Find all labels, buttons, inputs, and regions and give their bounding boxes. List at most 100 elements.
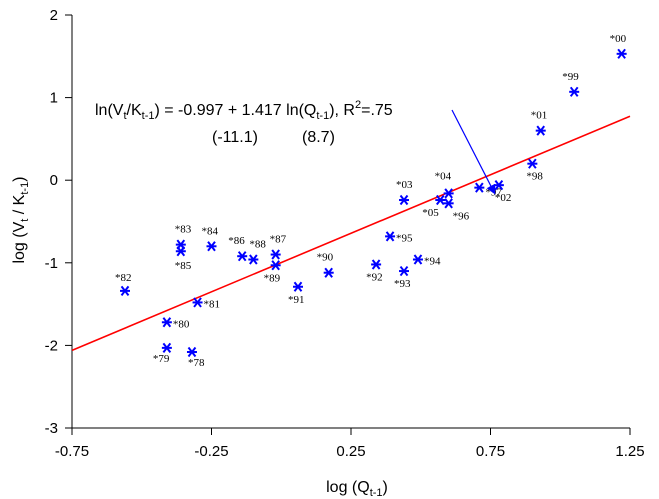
- data-point: *83: [175, 224, 192, 250]
- x-tick-label: 1.25: [615, 443, 644, 460]
- data-point: *96: [443, 198, 470, 222]
- marker-stroke: [617, 48, 626, 59]
- y-tick-label: 2: [50, 7, 58, 24]
- data-point: *82: [115, 272, 132, 296]
- data-point: *01: [531, 110, 548, 136]
- marker-stroke: [385, 231, 395, 242]
- regression-line-group: [71, 115, 631, 352]
- marker-stroke: [569, 86, 579, 97]
- marker-stroke: [237, 251, 247, 262]
- marker-stroke: [120, 285, 130, 296]
- marker-stroke: [193, 297, 202, 308]
- point-label: *89: [264, 272, 281, 284]
- point-label: *99: [562, 71, 579, 83]
- marker-stroke: [444, 198, 453, 209]
- point-label: *93: [394, 278, 411, 290]
- x-tick-label: 0.75: [476, 443, 505, 460]
- marker-stroke: [444, 188, 453, 199]
- marker-stroke: [271, 249, 280, 260]
- data-point: *89: [264, 260, 281, 284]
- point-label: *81: [204, 298, 221, 310]
- point-label: *82: [115, 272, 132, 284]
- marker-stroke: [536, 125, 546, 136]
- marker-stroke: [413, 254, 423, 265]
- marker-stroke: [528, 158, 537, 169]
- point-label: *04: [435, 170, 452, 182]
- data-point: *85: [175, 246, 192, 272]
- marker-stroke: [435, 194, 445, 206]
- data-point: *81: [192, 297, 221, 310]
- marker-stroke: [324, 267, 333, 278]
- data-point: *88: [248, 238, 266, 265]
- marker-stroke: [249, 254, 258, 265]
- point-label: *02: [495, 192, 512, 204]
- data-point: *92: [366, 259, 383, 283]
- point-label: *84: [202, 225, 219, 237]
- marker-stroke: [371, 259, 381, 270]
- y-tick-label: -3: [45, 420, 58, 437]
- annotation-arrow: [451, 109, 496, 195]
- data-point: *03: [396, 179, 413, 206]
- point-label: *78: [188, 357, 205, 369]
- y-tick-label: -1: [45, 255, 58, 272]
- data-point: *87: [270, 234, 287, 260]
- marker-stroke: [494, 180, 504, 191]
- x-tick-label: -0.25: [194, 443, 228, 460]
- data-point: *04: [435, 170, 454, 199]
- data-point: *00: [610, 33, 627, 59]
- data-point: *84: [202, 225, 219, 252]
- marker-stroke: [399, 265, 409, 277]
- data-point: *02: [493, 180, 512, 204]
- data-point: *80: [161, 317, 190, 330]
- point-label: *91: [288, 294, 305, 306]
- point-label: *86: [228, 235, 245, 247]
- point-label: *92: [366, 271, 383, 283]
- axes: [71, 15, 630, 429]
- data-point: *93: [394, 265, 411, 290]
- x-tick-label: 0.25: [336, 443, 365, 460]
- y-tick-label: 1: [50, 90, 58, 107]
- regression-line: [71, 115, 631, 352]
- point-label: *95: [396, 232, 413, 244]
- y-axis-title: log (Vt / Kt-1): [11, 176, 31, 263]
- point-label: *03: [396, 179, 413, 191]
- data-point: *05: [422, 194, 446, 219]
- x-tick-label: -0.75: [55, 443, 89, 460]
- marker-stroke: [162, 342, 172, 353]
- marker-stroke: [207, 241, 216, 252]
- marker-stroke: [475, 182, 484, 193]
- data-point: *99: [562, 71, 580, 97]
- y-ticks: 2 1 0 -1 -2 -3: [45, 7, 72, 437]
- marker-stroke: [162, 317, 172, 328]
- marker-stroke: [399, 194, 409, 206]
- marker-stroke: [187, 346, 197, 358]
- y-tick-label: -2: [45, 337, 58, 354]
- data-point: *79: [153, 342, 172, 365]
- point-label: *80: [173, 318, 190, 330]
- marker-stroke: [271, 260, 280, 271]
- equation-t-stat-intercept: (-11.1): [212, 129, 258, 146]
- point-label: *00: [610, 33, 627, 45]
- data-point: *94: [412, 254, 441, 267]
- point-label: *98: [526, 171, 543, 183]
- data-points: *78 *79 *80 *81 *82 *83 *85 *84 *86 *88 *87 *89 *91 *…: [115, 33, 627, 369]
- point-label: *94: [424, 255, 441, 267]
- data-point: *90: [317, 252, 334, 278]
- point-label: *79: [153, 353, 170, 365]
- equation-t-stat-slope: (8.7): [302, 129, 335, 146]
- data-point: *91: [288, 281, 305, 306]
- point-label: *90: [317, 252, 334, 264]
- point-label: *88: [249, 238, 266, 250]
- data-point: *95: [385, 231, 413, 244]
- point-label: *85: [175, 260, 192, 272]
- y-tick-label: 0: [50, 172, 58, 189]
- x-ticks: -0.75 -0.25 0.25 0.75 1.25: [55, 428, 645, 460]
- point-label: *01: [531, 110, 548, 122]
- point-label: *87: [270, 234, 287, 246]
- data-point: *86: [228, 235, 248, 262]
- data-point: *98: [526, 158, 543, 183]
- point-label: *96: [453, 210, 470, 222]
- point-label: *05: [422, 207, 439, 219]
- marker-stroke: [176, 246, 186, 257]
